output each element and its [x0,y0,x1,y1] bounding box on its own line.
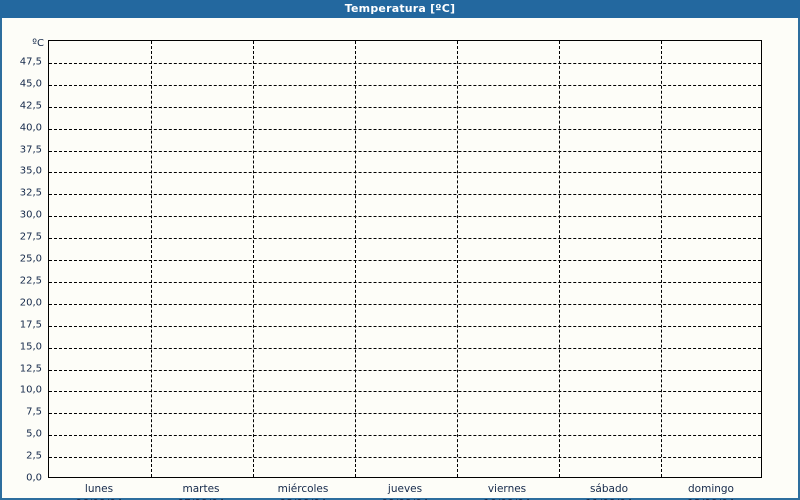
x-axis-day-name: jueves [387,483,423,495]
x-axis-day-label: jueves 09/09/04 [354,480,456,500]
y-axis-tick-label: 25,0 [19,253,42,265]
gridline-horizontal [49,238,761,240]
y-axis-tick-label: 35,0 [19,165,42,177]
gridline-horizontal [49,84,761,86]
x-axis-day-label: lunes 06/09/04 [48,480,150,500]
x-axis-day-name: miércoles [277,483,329,495]
x-axis-day-label: miércoles 08/09/04 [252,480,354,500]
gridline-horizontal [49,106,761,108]
x-axis-date: 07/09/04 [150,497,252,500]
window-title-bar: Temperatura [ºC] [0,0,800,18]
x-axis-date: 08/09/04 [252,497,354,500]
x-axis-date: 10/09/04 [456,497,558,500]
y-axis-tick-label: 0,0 [26,472,42,484]
gridline-vertical [661,41,662,477]
x-axis-day-label: viernes 10/09/04 [456,480,558,500]
y-axis-tick-label: 20,0 [19,297,42,309]
x-axis-date: 09/09/04 [354,497,456,500]
chart-panel: ºC 47,5 45,0 42,5 40,0 37,5 35,0 32,5 30,0 27,5 2… [0,18,800,500]
gridline-vertical [559,41,560,477]
gridline-horizontal [49,150,761,152]
y-axis-tick-label: 40,0 [19,122,42,134]
gridline-horizontal [49,391,761,393]
gridline-horizontal [49,260,761,261]
gridline-horizontal [49,194,761,196]
gridline-horizontal [49,347,761,349]
x-axis-day-name: viernes [487,483,527,495]
x-axis-day-label: sábado 11/09/04 [558,480,660,500]
x-axis-day-name: sábado [589,483,629,495]
x-axis-day-name: domingo [688,483,734,495]
x-axis-date: 11/09/04 [558,497,660,500]
y-axis-tick-label: 32,5 [19,187,42,199]
x-axis-day-label: domingo 12/09/04 [660,480,762,500]
y-axis-tick-label: 10,0 [19,384,42,396]
gridline-horizontal [49,303,761,305]
gridline-horizontal [49,172,761,174]
x-axis-date: 12/09/04 [660,497,762,500]
x-axis-date: 06/09/04 [48,497,150,500]
gridline-horizontal [49,413,761,415]
y-axis-tick-label: 15,0 [19,341,42,353]
gridline-vertical [355,41,356,477]
gridline-horizontal [49,369,761,371]
gridline-horizontal [49,457,761,459]
x-axis-tick-labels: lunes 06/09/04 martes 07/09/04 miércoles 08/0… [48,480,762,500]
y-axis-tick-label: 30,0 [19,209,42,221]
gridline-horizontal [49,435,761,437]
y-axis-tick-label: 17,5 [19,319,42,331]
gridline-horizontal [49,216,761,218]
gridline-vertical [253,41,254,477]
gridline-horizontal [49,62,761,64]
plot-area [48,40,762,478]
y-axis-tick-label: 42,5 [19,100,42,112]
y-axis-unit-label: ºC [32,38,44,49]
y-axis-tick-label: 47,5 [19,56,42,68]
y-axis-tick-label: 37,5 [19,144,42,155]
gridline-horizontal [49,281,761,283]
y-axis-tick-label: 2,5 [26,450,42,462]
gridline-horizontal [49,325,761,327]
gridline-vertical [457,41,458,477]
x-axis-day-label: martes 07/09/04 [150,480,252,500]
y-axis-tick-label: 12,5 [19,363,42,374]
y-axis-tick-label: 5,0 [26,428,42,440]
y-axis-tick-label: 22,5 [19,275,42,287]
x-axis-day-name: martes [182,483,220,495]
gridline-vertical [151,41,152,477]
y-axis-tick-label: 7,5 [26,406,42,418]
x-axis-day-name: lunes [84,483,114,495]
y-axis-tick-label: 27,5 [19,231,42,243]
y-axis-tick-label: 45,0 [19,78,42,90]
gridline-horizontal [49,128,761,130]
